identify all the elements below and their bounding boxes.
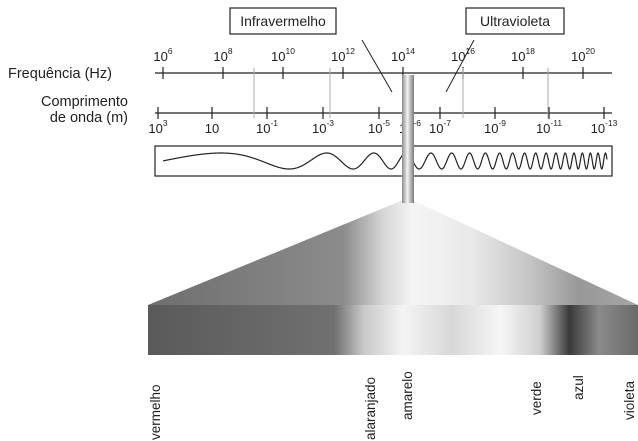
frequency-tick-label: 1014 (391, 46, 415, 64)
frequency-tick-label: 108 (213, 46, 232, 64)
wavelength-tick-label: 10 (205, 121, 219, 136)
infrared-label-box (229, 7, 337, 35)
wavelength-tick-label: 10-9 (484, 118, 506, 136)
ultraviolet-pointer (445, 39, 475, 93)
dispersion-cone (148, 198, 638, 305)
color-label-blue: azul (571, 375, 586, 400)
frequency-tick-label: 1010 (271, 46, 295, 64)
color-label-yellow: amarelo (400, 371, 415, 420)
wave-curve (162, 152, 608, 170)
wavelength-tick-label: 103 (148, 118, 167, 136)
color-label-orange: alaranjado (363, 377, 378, 440)
wavelength-tick-label: 10-13 (591, 118, 618, 136)
infrared-pointer (361, 39, 393, 93)
wavelength-axis-label-line1: Comprimento (41, 94, 128, 110)
wavelength-tick-label: 10-3 (312, 118, 334, 136)
infrared-label: Infravermelho (240, 13, 326, 29)
wavelength-tick-label: 10-11 (536, 118, 562, 136)
ultraviolet-label: Ultravioleta (480, 13, 550, 29)
visible-color-labels: vermelho alaranjado amarelo verde azul v… (148, 371, 637, 440)
wavelength-tick-label: 10-7 (429, 118, 451, 136)
wavelength-axis-label-line2: de onda (m) (50, 110, 128, 126)
ultraviolet-label-box (465, 7, 565, 35)
frequency-tick-label: 106 (153, 46, 172, 64)
visible-spectrum-band (148, 305, 638, 355)
color-label-violet: violeta (622, 380, 637, 420)
frequency-tick-label: 1016 (451, 46, 475, 64)
color-label-red: vermelho (148, 384, 163, 440)
visible-light-beam (402, 75, 414, 203)
color-label-green: verde (529, 381, 544, 415)
frequency-axis-label: Frequência (Hz) (8, 66, 112, 82)
frequency-tick-label: 1020 (571, 46, 595, 64)
frequency-tick-label: 1018 (511, 46, 535, 64)
frequency-tick-label: 1012 (331, 46, 355, 64)
wavelength-tick-label: 10-1 (256, 118, 278, 136)
frequency-ticks: 106 108 1010 1012 1014 1016 1018 1020 (153, 46, 595, 79)
wavelength-tick-label: 10-5 (368, 118, 390, 136)
